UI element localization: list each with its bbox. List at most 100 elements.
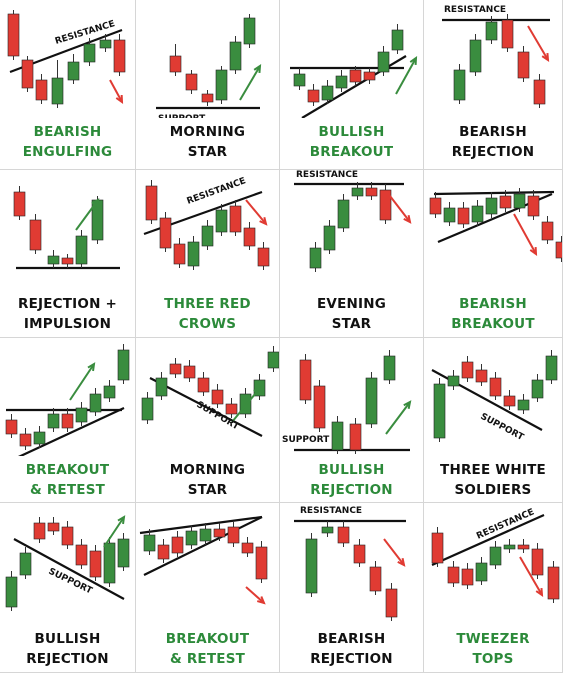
pattern-panel-bearish-breakout: BEARISH BREAKOUT	[424, 170, 563, 338]
bearish-candle	[462, 362, 473, 378]
pattern-title-line: BREAKOUT	[280, 142, 423, 162]
pattern-title-line: ENGULFING	[0, 142, 135, 162]
pattern-title: MORNING STAR	[136, 460, 279, 500]
trend-arrow	[246, 200, 266, 224]
bullish-candle	[324, 226, 335, 250]
level-line	[432, 515, 544, 565]
bearish-candle	[170, 364, 181, 374]
bullish-candle	[200, 529, 211, 541]
pattern-panel-morning-star-2: SUPPORT MORNING STAR	[136, 338, 280, 503]
bullish-candle	[48, 414, 59, 428]
pattern-title-line: BREAKOUT	[0, 460, 135, 480]
pattern-chart: SUPPORT	[0, 503, 136, 623]
pattern-title-line: IMPULSION	[0, 314, 135, 334]
pattern-chart: RESISTANCE	[280, 170, 424, 290]
pattern-panel-bullish-rejection-2: SUPPORT BULLISH REJECTION	[0, 503, 136, 673]
pattern-title-line: BEARISH	[424, 122, 562, 142]
bearish-candle	[212, 390, 223, 404]
bearish-candle	[214, 529, 225, 537]
pattern-title: BREAKOUT & RETEST	[0, 460, 135, 500]
pattern-title-line: MORNING	[136, 122, 279, 142]
trend-arrow	[246, 587, 264, 603]
bearish-candle	[14, 192, 25, 216]
bullish-candle	[104, 386, 115, 398]
level-label: RESISTANCE	[444, 5, 506, 15]
bullish-candle	[118, 539, 129, 567]
pattern-title-line: THREE WHITE	[424, 460, 562, 480]
pattern-title-line: TOPS	[424, 649, 562, 669]
bullish-candle	[532, 380, 543, 398]
bearish-candle	[174, 244, 185, 264]
pattern-panel-breakout-retest-1: BREAKOUT & RETEST	[0, 338, 136, 503]
pattern-title-line: BEARISH	[0, 122, 135, 142]
bearish-candle	[8, 14, 19, 56]
pattern-title: MORNING STAR	[136, 122, 279, 162]
bullish-candle	[444, 208, 455, 222]
bearish-candle	[202, 94, 213, 102]
bullish-candle	[470, 40, 481, 72]
bullish-candle	[306, 539, 317, 593]
pattern-title: THREE RED CROWS	[136, 294, 279, 334]
bullish-candle	[20, 553, 31, 575]
bullish-candle	[144, 535, 155, 551]
bullish-candle	[84, 44, 95, 62]
pattern-title-line: SOLDIERS	[424, 480, 562, 500]
trend-arrow	[240, 66, 260, 100]
bearish-candle	[244, 228, 255, 246]
pattern-panel-bullish-rejection-1: SUPPORT BULLISH REJECTION	[280, 338, 424, 503]
bearish-candle	[20, 434, 31, 446]
pattern-chart: SUPPORT	[136, 0, 280, 118]
bullish-candle	[310, 248, 321, 268]
bullish-candle	[202, 226, 213, 246]
level-line	[434, 192, 554, 194]
bearish-candle	[462, 569, 473, 585]
bullish-candle	[142, 398, 153, 420]
pattern-chart: RESISTANCE	[0, 0, 136, 118]
bullish-candle	[454, 70, 465, 100]
trend-arrow	[386, 402, 410, 434]
pattern-title-line: STAR	[136, 142, 279, 162]
pattern-title-line: BULLISH	[280, 460, 423, 480]
bearish-candle	[354, 545, 365, 563]
bullish-candle	[294, 74, 305, 86]
pattern-title-line: BULLISH	[0, 629, 135, 649]
bullish-candle	[366, 378, 377, 424]
bearish-candle	[36, 80, 47, 100]
pattern-title: BEARISH BREAKOUT	[424, 294, 562, 334]
bearish-candle	[172, 537, 183, 553]
bullish-candle	[268, 352, 279, 368]
bullish-candle	[188, 242, 199, 266]
pattern-title: BULLISH BREAKOUT	[280, 122, 423, 162]
pattern-title: BEARISH REJECTION	[280, 629, 423, 669]
pattern-title: BEARISH ENGULFING	[0, 122, 135, 162]
bearish-candle	[228, 527, 239, 543]
pattern-title-line: EVENING	[280, 294, 423, 314]
bullish-candle	[100, 40, 111, 48]
bearish-candle	[432, 533, 443, 563]
pattern-chart	[280, 0, 424, 118]
bullish-candle	[332, 422, 343, 450]
bearish-candle	[314, 386, 325, 428]
bullish-candle	[518, 400, 529, 410]
pattern-title-line: BULLISH	[280, 122, 423, 142]
pattern-title: BULLISH REJECTION	[280, 460, 423, 500]
bearish-candle	[62, 414, 73, 428]
pattern-title-line: & RETEST	[136, 649, 279, 669]
bullish-candle	[104, 543, 115, 583]
bearish-candle	[518, 52, 529, 78]
pattern-title-line: THREE RED	[136, 294, 279, 314]
pattern-title-line: REJECTION	[0, 649, 135, 669]
trend-arrow	[396, 58, 416, 94]
bearish-candle	[158, 545, 169, 559]
bearish-candle	[242, 543, 253, 553]
trend-arrow	[514, 214, 536, 254]
pattern-panel-bearish-rejection-2: RESISTANCE BEARISH REJECTION	[280, 503, 424, 673]
bullish-candle	[156, 378, 167, 396]
pattern-chart: RESISTANCE	[424, 0, 563, 118]
bearish-candle	[48, 523, 59, 531]
bearish-candle	[22, 60, 33, 88]
bearish-candle	[62, 527, 73, 545]
pattern-chart	[136, 503, 280, 623]
pattern-panel-bearish-engulfing: RESISTANCE BEARISH ENGULFING	[0, 0, 136, 170]
bearish-candle	[160, 218, 171, 248]
